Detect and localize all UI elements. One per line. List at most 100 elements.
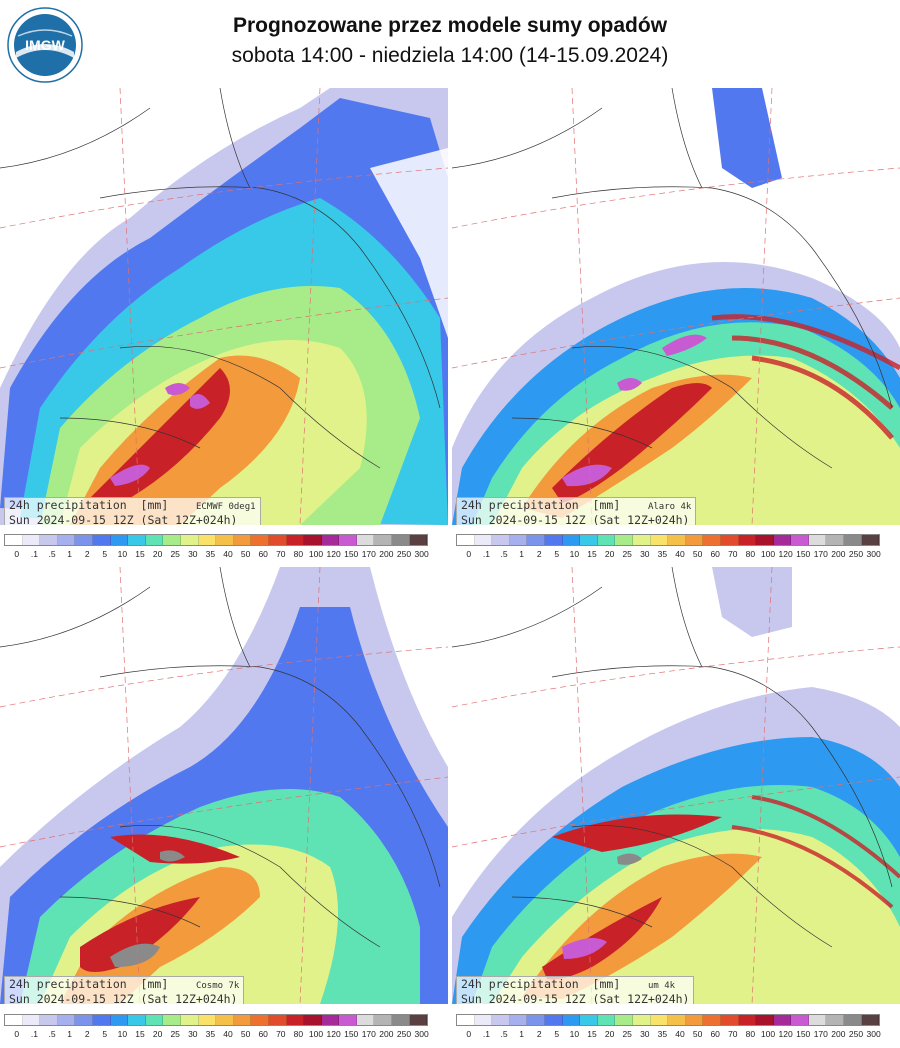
colorscale-swatch (808, 535, 827, 545)
colorscale-swatch (632, 535, 651, 545)
colorscale-swatch (163, 535, 181, 545)
colorscale-swatch (492, 1015, 510, 1025)
colorscale-tick-label: 5 (102, 549, 108, 559)
colorscale-tick-label: 2 (536, 1029, 542, 1039)
model-name: ECMWF 0deg1 (195, 502, 256, 512)
colorscale-tick-label: 30 (640, 1029, 650, 1039)
colorscale-swatch (198, 535, 217, 545)
colorscale-tick-label: 80 (745, 1029, 756, 1039)
label-line1: 24h precipitation [mm] (461, 977, 621, 991)
colorscale-tick-label: .1 (482, 1029, 490, 1039)
colorscale-swatch (198, 1015, 217, 1025)
colorscale-swatch (92, 1015, 111, 1025)
page-title: Prognozowane przez modele sumy opadów (232, 14, 668, 37)
colorscale-tick-label: 20 (604, 549, 615, 559)
colorscale-tick-label: 1 (519, 1029, 524, 1039)
colorscale-swatch (304, 535, 322, 545)
colorscale-swatch (163, 1015, 181, 1025)
colorscale-swatch (826, 1015, 845, 1025)
colorscale-tick-label: 40 (675, 549, 685, 559)
colorscale-swatch (321, 535, 340, 545)
colorscale-tick-label: 25 (622, 549, 632, 559)
colorscale-swatch (356, 1015, 375, 1025)
colorscale-swatch (703, 1015, 721, 1025)
colorscale-swatch (844, 535, 862, 545)
colorscale-tick-label: 150 (796, 549, 811, 559)
colorscale-tick-label: 35 (657, 549, 668, 559)
colorscale-swatch (233, 1015, 252, 1025)
colorscale-tick-label: .5 (48, 1029, 56, 1039)
colorscale-tick-label: 10 (569, 1029, 580, 1039)
colorscale-swatch (826, 535, 845, 545)
colorscale-tick-label: .1 (30, 1029, 38, 1039)
colorscale-tick-label: 25 (622, 1029, 632, 1039)
colorscale-swatch (75, 535, 93, 545)
colorscale-tick-label: 10 (117, 1029, 128, 1039)
colorscale-tick-label: .5 (500, 549, 508, 559)
colorscale-tick-label: 35 (205, 549, 216, 559)
label-line2: Sun 2024-09-15 12Z (Sat 12Z+024h) (461, 513, 690, 526)
colorscale-swatch (562, 1015, 581, 1025)
colorscale-swatch (808, 1015, 827, 1025)
panel-label: 24h precipitation [mm] um 4k Sun 2024-09… (456, 976, 695, 1004)
colorscale-swatch (632, 1015, 651, 1025)
colorscale-swatch (251, 535, 269, 545)
colorscale-swatch (650, 535, 669, 545)
page-subtitle: sobota 14:00 - niedziela 14:00 (14-15.09… (231, 44, 669, 67)
colorscale-swatch (791, 535, 809, 545)
colorscale-tick-label: 70 (276, 549, 286, 559)
colorscale-tick-label: 200 (379, 1029, 394, 1039)
colorscale-tick-label: 60 (710, 1029, 720, 1039)
colorscale-tick-label: .1 (30, 549, 38, 559)
colorscale-swatch (703, 535, 721, 545)
colorscale-swatch (668, 1015, 686, 1025)
colorscale-tick-label: 60 (258, 549, 268, 559)
label-line1: 24h precipitation [mm] (9, 498, 169, 512)
map-panel-ecmwf: 24h precipitation [mm] ECMWF 0deg1 Sun 2… (0, 88, 448, 525)
colorscale-tick-label: 150 (796, 1029, 811, 1039)
colorscale-swatch (738, 535, 757, 545)
colorscale-swatch (128, 535, 146, 545)
colorscale-tick-label: 70 (728, 1029, 738, 1039)
colorscale-tick-label: 2 (84, 1029, 90, 1039)
colorscale-tick-label: 100 (760, 549, 776, 559)
model-name: Alaro 4k (647, 502, 692, 512)
label-line1: 24h precipitation [mm] (9, 977, 169, 991)
colorscale-top-left: 0.1.5 1 2 5 10 15 20 25 30 35 40 50 60 70 80 100 120 150 1… (0, 532, 448, 562)
colorscale-tick-label: 40 (223, 549, 233, 559)
colorscale-tick-label: 40 (223, 1029, 233, 1039)
label-line2: Sun 2024-09-15 12Z (Sat 12Z+024h) (9, 992, 238, 1005)
colorscale-tick-label: 25 (170, 549, 180, 559)
map-panel-alaro: 24h precipitation [mm] Alaro 4k Sun 2024… (452, 88, 900, 525)
colorscale-swatch (756, 535, 774, 545)
colorscale-swatch (22, 535, 41, 545)
colorscale-swatch (457, 1015, 475, 1025)
precipitation-map (452, 88, 900, 525)
colorscale-swatch (844, 1015, 862, 1025)
colorscale-swatch (216, 1015, 234, 1025)
precipitation-map (452, 567, 900, 1004)
colorscale-tick-label: 30 (188, 1029, 198, 1039)
map-panel-um: 24h precipitation [mm] um 4k Sun 2024-09… (452, 567, 900, 1004)
colorscale-tick-label: 50 (240, 1029, 251, 1039)
colorscale-tick-label: 80 (293, 1029, 304, 1039)
colorscale-tick-label: 50 (692, 1029, 703, 1039)
colorscale-tick-label: 25 (170, 1029, 180, 1039)
colorscale-tick-label: 15 (587, 1029, 597, 1039)
colorscale-tick-label: 300 (414, 1029, 429, 1039)
colorscale-swatch (509, 1015, 528, 1025)
colorscale-swatch (544, 535, 563, 545)
colorscale-tick-label: 35 (205, 1029, 216, 1039)
colorscale-swatch (145, 535, 164, 545)
colorscale-swatch (474, 1015, 493, 1025)
colorscale-bottom-left: 0.1.5 1 2 5 10 15 20 25 30 35 40 50 60 70 80 100 120 150 1… (0, 1012, 448, 1042)
colorscale-swatch (720, 535, 739, 545)
colorscale-tick-label: .5 (48, 549, 56, 559)
panel-label: 24h precipitation [mm] ECMWF 0deg1 Sun 2… (4, 497, 261, 525)
colorscale-swatch (40, 1015, 58, 1025)
colorscale-tick-label: 120 (326, 1029, 341, 1039)
colorscale-tick-label: 170 (813, 549, 828, 559)
colorscale-tick-label: 250 (396, 1029, 412, 1039)
colorscale-swatch (580, 1015, 598, 1025)
colorscale-tick-label: 0 (466, 549, 472, 559)
